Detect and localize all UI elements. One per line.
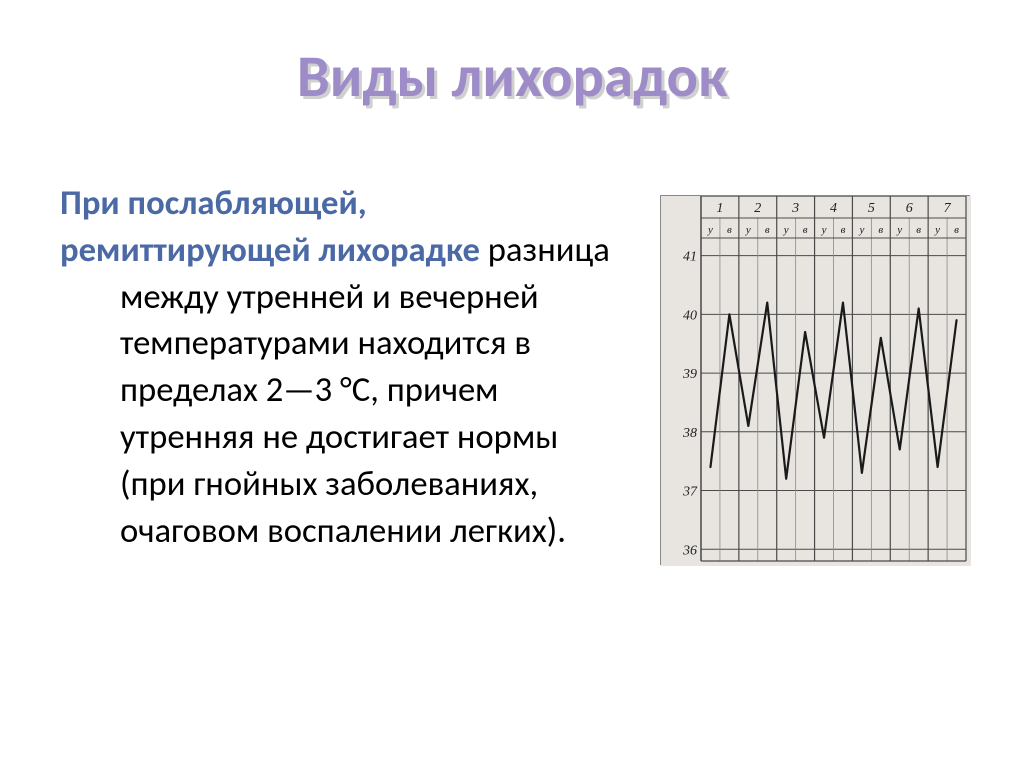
body-rest: разница между утренней и вечерней темпер… bbox=[120, 229, 610, 552]
lead-line-2: ремиттирующей лихорадке bbox=[60, 229, 480, 271]
fever-chart: 3637383940411ув2ув3ув4ув5ув6ув7ув bbox=[660, 195, 970, 565]
svg-text:у: у bbox=[896, 224, 902, 236]
svg-text:в: в bbox=[765, 224, 770, 236]
svg-text:в: в bbox=[727, 224, 732, 236]
svg-text:2: 2 bbox=[754, 201, 761, 216]
svg-text:у: у bbox=[783, 224, 789, 236]
svg-text:в: в bbox=[954, 224, 959, 236]
svg-text:у: у bbox=[745, 224, 751, 236]
title-main: Виды лихорадок bbox=[297, 40, 727, 112]
svg-text:у: у bbox=[934, 224, 940, 236]
slide-title: Виды лихорадок Виды лихорадок bbox=[0, 40, 1024, 112]
svg-text:в: в bbox=[803, 224, 808, 236]
svg-text:4: 4 bbox=[830, 201, 837, 216]
svg-text:38: 38 bbox=[682, 426, 697, 441]
svg-text:41: 41 bbox=[683, 250, 697, 265]
svg-text:6: 6 bbox=[906, 201, 913, 216]
svg-text:в: в bbox=[878, 224, 883, 236]
svg-text:3: 3 bbox=[791, 201, 799, 216]
svg-text:37: 37 bbox=[682, 485, 698, 500]
svg-text:36: 36 bbox=[682, 543, 697, 558]
svg-text:1: 1 bbox=[716, 201, 723, 216]
svg-text:у: у bbox=[707, 224, 713, 236]
svg-text:у: у bbox=[858, 224, 864, 236]
svg-text:7: 7 bbox=[944, 201, 952, 216]
svg-text:39: 39 bbox=[682, 367, 697, 382]
svg-text:в: в bbox=[916, 224, 921, 236]
body-paragraph: ремиттирующей лихорадке разница между ут… bbox=[60, 227, 620, 555]
lead-line-1: При послабляющей, bbox=[60, 180, 620, 227]
svg-text:у: у bbox=[821, 224, 827, 236]
svg-text:в: в bbox=[841, 224, 846, 236]
svg-text:40: 40 bbox=[683, 308, 697, 323]
svg-text:5: 5 bbox=[868, 201, 875, 216]
body-text: При послабляющей, ремиттирующей лихорадк… bbox=[60, 180, 620, 554]
